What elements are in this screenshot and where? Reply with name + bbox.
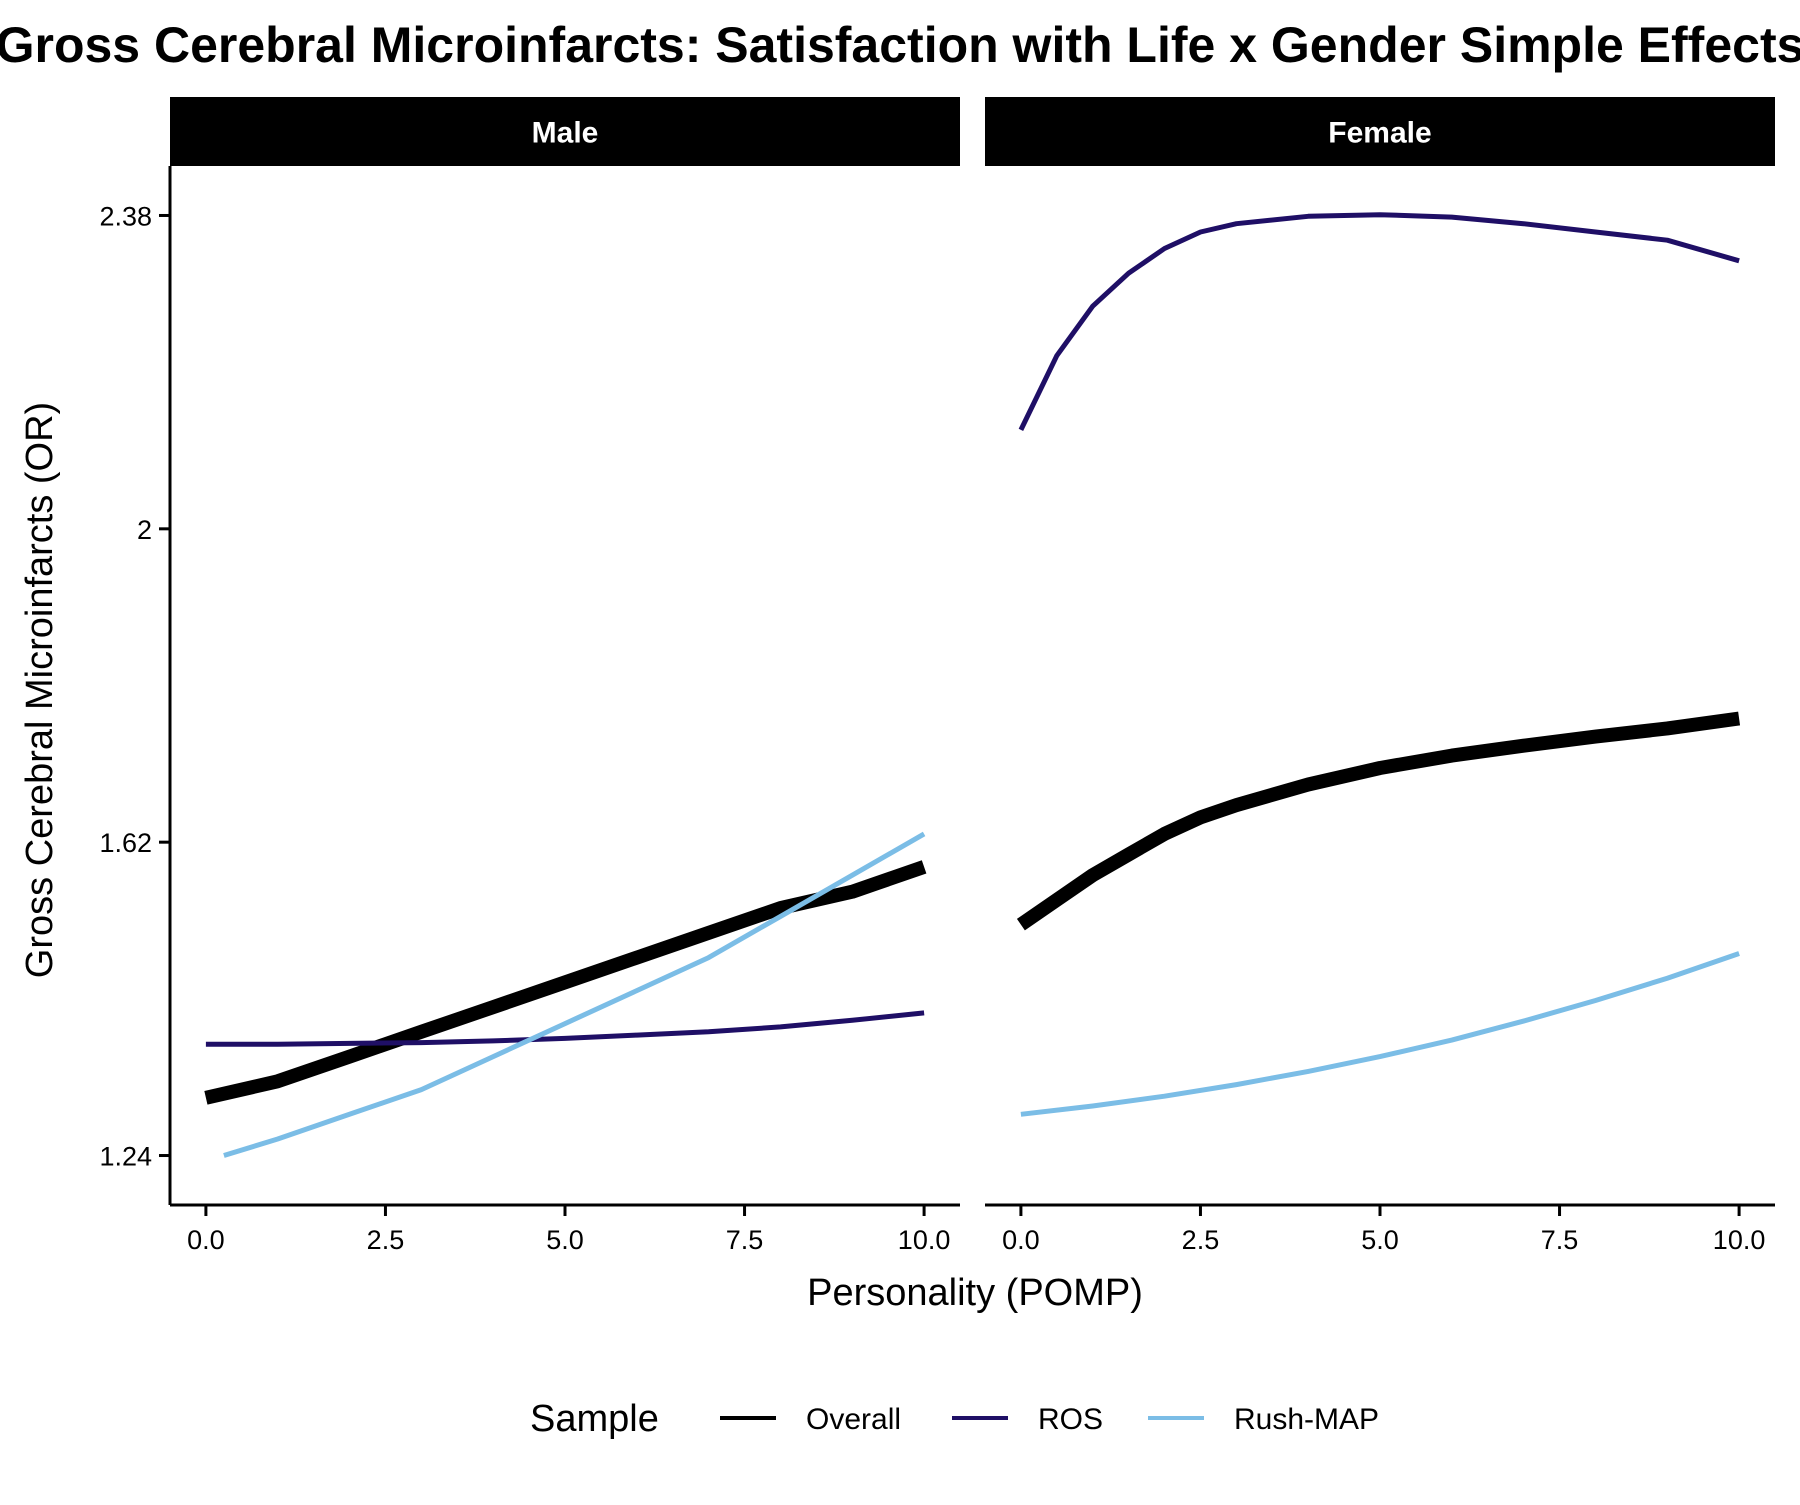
- y-tick-label: 1.62: [99, 828, 152, 858]
- series-line-overall-male: [204, 860, 927, 1105]
- x-tick-label: 2.5: [367, 1225, 405, 1255]
- legend-item-rush-map: Rush-MAP: [1148, 1403, 1379, 1436]
- x-tick-label: 0.0: [187, 1225, 225, 1255]
- strip-label-female: Female: [1328, 117, 1431, 150]
- series-line-overall-female: [1016, 711, 1741, 931]
- x-axis-title: Personality (POMP): [807, 1272, 1143, 1314]
- x-tick-label: 5.0: [546, 1225, 584, 1255]
- series-line-ros-female: [1018, 212, 1740, 431]
- panels: Male 0.0 2.5 5.0 7.5 10.0 1.24 1.62 2 2.38 Female 0…: [99, 97, 1775, 1255]
- x-tick-label: 10.0: [1713, 1225, 1766, 1255]
- legend: Sample Overall ROS Rush-MAP: [530, 1398, 1379, 1440]
- panel-female: Female 0.0 2.5 5.0 7.5 10.0: [985, 97, 1775, 1255]
- panel-male: Male 0.0 2.5 5.0 7.5 10.0 1.24 1.62 2 2.38: [99, 97, 960, 1255]
- y-tick-label: 1.24: [99, 1142, 152, 1172]
- x-tick-label: 10.0: [898, 1225, 951, 1255]
- y-axis-title: Gross Cerebral Microinfarcts (OR): [19, 402, 61, 978]
- legend-item-ros: ROS: [952, 1403, 1103, 1436]
- y-tick-label: 2.38: [99, 201, 152, 231]
- strip-male: [170, 97, 960, 166]
- strip-label-male: Male: [532, 117, 599, 150]
- x-tick-label: 7.5: [726, 1225, 764, 1255]
- legend-label: Rush-MAP: [1234, 1403, 1379, 1436]
- legend-title: Sample: [530, 1398, 659, 1440]
- legend-label: Overall: [806, 1403, 901, 1436]
- y-tick-label: 2: [137, 515, 152, 545]
- x-tick-label: 7.5: [1541, 1225, 1579, 1255]
- series-line-ros-male: [205, 1010, 925, 1047]
- x-tick-label: 0.0: [1002, 1225, 1040, 1255]
- legend-label: ROS: [1038, 1403, 1103, 1436]
- strip-female: [985, 97, 1775, 166]
- x-tick-label: 2.5: [1182, 1225, 1220, 1255]
- chart-title: Gross Cerebral Microinfarcts: Satisfacti…: [0, 17, 1800, 73]
- legend-item-overall: Overall: [720, 1403, 901, 1436]
- series-line-rush-map-male: [223, 831, 926, 1158]
- x-tick-label: 5.0: [1361, 1225, 1399, 1255]
- series-line-rush-map-female: [1020, 951, 1740, 1117]
